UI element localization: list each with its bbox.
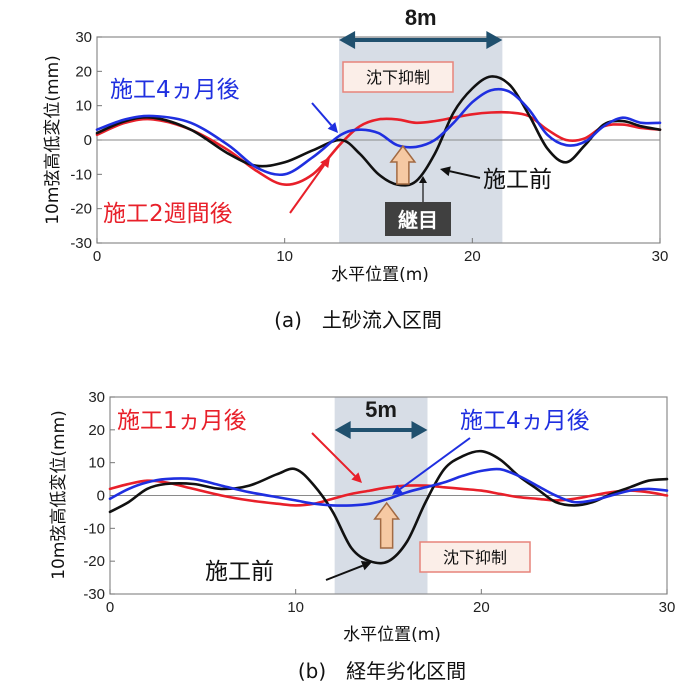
x-tick-label: 30: [652, 248, 669, 265]
series-label-pointer: [449, 170, 481, 179]
series-label-black: 施工前: [483, 167, 552, 193]
suppression-label: 沈下抑制: [443, 548, 507, 567]
series-line-blue: [108, 467, 669, 507]
joint-label-box: [385, 202, 451, 236]
series-label-pointer-head: [327, 122, 338, 133]
joint-label: 継目: [398, 208, 438, 232]
chart-a: -30 -20 -10 0 10 20 30 0 10 20 30 水平位置(m) 10m弦高低変位(m…: [43, 5, 668, 332]
x-tick-label: 20: [473, 599, 490, 616]
span-length-label: 8m: [405, 5, 437, 30]
x-tick-label: 20: [464, 248, 481, 265]
y-tick-label: -20: [83, 553, 105, 570]
y-tick-label: -30: [70, 235, 92, 252]
y-tick-label: 20: [75, 63, 92, 80]
span-length-label: 5m: [365, 397, 397, 422]
y-tick-label: -10: [70, 166, 92, 183]
y-tick-label: 0: [97, 488, 105, 505]
series-label-pointer: [311, 102, 333, 127]
y-tick-label: -20: [70, 201, 92, 218]
series-label-pointer-head: [440, 166, 451, 177]
series-label-blue: 施工4ヵ月後: [110, 77, 240, 103]
chart-caption: (a) 土砂流入区間: [274, 308, 442, 332]
series-label-pointer-head: [360, 560, 372, 571]
y-tick-label: 10: [88, 455, 105, 472]
y-tick-label: 30: [88, 389, 105, 406]
series-label-pointer-head: [320, 157, 330, 169]
series-line-red: [108, 479, 669, 507]
suppression-label-box: [419, 541, 531, 573]
y-tick-label: 20: [88, 422, 105, 439]
x-tick-label: 30: [659, 599, 676, 616]
series-label-blue: 施工4ヵ月後: [460, 408, 590, 434]
series-line-black: [95, 75, 662, 187]
series-label-red: 施工1ヵ月後: [117, 408, 247, 434]
series-label-pointer-head: [351, 472, 362, 483]
x-tick-label: 0: [93, 248, 101, 265]
chart-caption: (b) 経年劣化区間: [298, 659, 466, 683]
span-arrow-head-left: [334, 421, 351, 439]
y-tick-label: 0: [84, 132, 92, 149]
x-axis-title: 水平位置(m): [343, 625, 441, 645]
series-label-black: 施工前: [205, 559, 274, 585]
x-tick-label: 10: [287, 599, 304, 616]
chart-b: -30 -20 -10 0 10 20 30 0 10 20 30 水平位置(m) 10m弦高低変位(m…: [49, 389, 675, 683]
x-tick-label: 0: [106, 599, 114, 616]
series-line-blue: [95, 87, 662, 177]
series-label-pointer: [289, 164, 326, 214]
series-label-pointer-head: [392, 485, 404, 495]
y-tick-label: -30: [83, 586, 105, 603]
span-arrow-head-right: [411, 421, 428, 439]
span-arrow-head-right: [486, 31, 503, 49]
x-axis-title: 水平位置(m): [331, 265, 429, 285]
series-line-red: [95, 110, 662, 186]
series-label-pointer: [399, 437, 471, 490]
series-label-red: 施工2週間後: [103, 201, 233, 227]
y-tick-label: -10: [83, 520, 105, 537]
suppression-label: 沈下抑制: [366, 68, 430, 87]
span-arrow-head-left: [339, 31, 356, 49]
suppression-label-box: [342, 61, 454, 93]
uplift-arrow: [389, 144, 417, 185]
joint-pointer-head: [419, 176, 427, 183]
uplift-arrow: [373, 501, 401, 549]
x-tick-label: 10: [276, 248, 293, 265]
series-label-pointer: [311, 432, 356, 477]
series-label-pointer: [325, 564, 364, 581]
y-axis-title: 10m弦高低変位(mm): [43, 55, 63, 225]
series-line-black: [108, 449, 669, 565]
y-tick-label: 10: [75, 98, 92, 115]
y-axis-title: 10m弦高低変位(mm): [49, 410, 69, 580]
y-tick-label: 30: [75, 29, 92, 46]
